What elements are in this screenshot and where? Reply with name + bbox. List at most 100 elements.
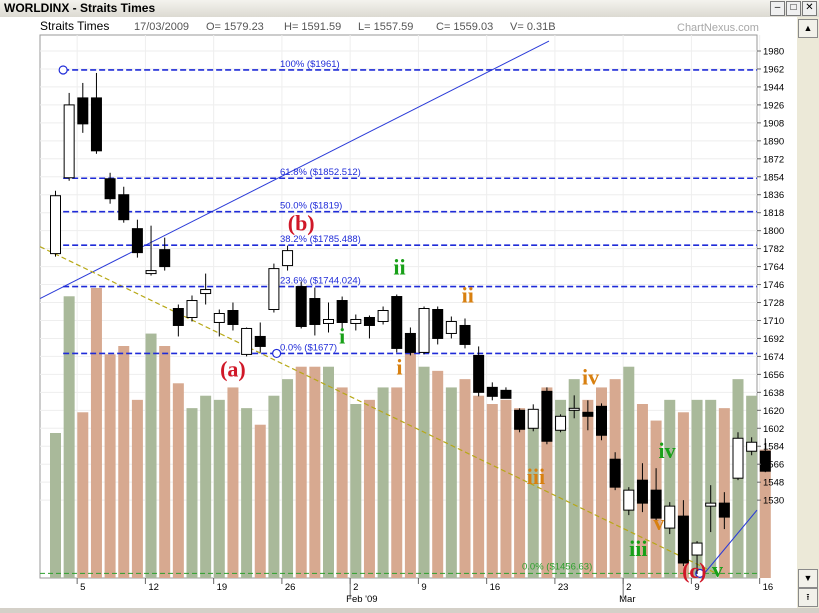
volume-bar bbox=[623, 366, 635, 578]
x-tick-label: 9 bbox=[421, 582, 426, 593]
volume-bar bbox=[227, 387, 239, 578]
volume-bar bbox=[50, 433, 61, 578]
x-tick-label: 26 bbox=[285, 582, 296, 593]
fib-level-label: 50.0% ($1819) bbox=[280, 201, 342, 212]
wave-label: i bbox=[339, 323, 345, 348]
x-tick-label: 9 bbox=[694, 582, 699, 593]
volume-bar bbox=[104, 354, 116, 578]
scroll-down-icon[interactable]: ▼ bbox=[798, 569, 818, 588]
x-tick-label: 16 bbox=[490, 582, 501, 593]
candle-body bbox=[691, 542, 703, 556]
vertical-scrollbar[interactable]: ▲ ▼ ⭱ bbox=[797, 17, 819, 608]
fib-level-label: 38.2% ($1785.488) bbox=[280, 234, 361, 245]
y-tick-label: 1854 bbox=[763, 172, 784, 183]
chart-area[interactable]: Straits Times 17/03/2009 O= 1579.23 H= 1… bbox=[0, 17, 797, 608]
scroll-top-icon[interactable]: ⭱ bbox=[798, 588, 818, 607]
candle-body bbox=[718, 502, 730, 518]
y-tick-label: 1656 bbox=[763, 370, 784, 381]
y-tick-label: 1836 bbox=[763, 190, 784, 201]
uptrend-line bbox=[39, 40, 550, 299]
volume-bar bbox=[377, 387, 389, 578]
volume-bar bbox=[555, 399, 567, 578]
volume-bar bbox=[514, 408, 526, 578]
candle-body bbox=[241, 327, 253, 355]
y-tick-label: 1962 bbox=[763, 64, 784, 75]
open-readout: O= 1579.23 bbox=[206, 21, 264, 33]
volume-bar bbox=[323, 366, 334, 578]
wave-label: iv bbox=[582, 364, 599, 389]
candle-body bbox=[759, 450, 771, 472]
date-readout: 17/03/2009 bbox=[134, 21, 189, 33]
candle-body bbox=[145, 270, 157, 275]
volume-bar bbox=[432, 370, 444, 578]
candle-body bbox=[323, 318, 334, 324]
candle-body bbox=[664, 505, 676, 529]
y-tick-label: 1548 bbox=[763, 478, 784, 489]
candle-body bbox=[213, 312, 225, 323]
minimize-button[interactable]: – bbox=[770, 1, 785, 16]
wave-label: ii bbox=[393, 255, 405, 280]
candle-body bbox=[336, 300, 348, 323]
volume-bar bbox=[200, 395, 212, 578]
candle-body bbox=[636, 479, 648, 504]
volume-bar bbox=[445, 387, 457, 578]
volume-bar bbox=[759, 449, 771, 578]
y-tick-label: 1926 bbox=[763, 100, 784, 111]
volume-bar bbox=[350, 404, 362, 578]
y-tick-label: 1566 bbox=[763, 460, 784, 471]
candlestick-chart[interactable]: Straits Times 17/03/2009 O= 1579.23 H= 1… bbox=[0, 17, 797, 608]
volume-bar bbox=[664, 399, 676, 578]
fib-anchor-icon bbox=[272, 348, 282, 359]
downtrend-line bbox=[39, 246, 718, 575]
candle-body bbox=[746, 441, 758, 452]
candle-body bbox=[514, 409, 526, 430]
x-tick-label: 5 bbox=[80, 582, 85, 593]
y-tick-label: 1782 bbox=[763, 244, 784, 255]
close-button[interactable]: ✕ bbox=[802, 1, 817, 16]
y-tick-label: 1530 bbox=[763, 496, 784, 507]
candle-body bbox=[705, 502, 717, 507]
volume-bar bbox=[63, 296, 75, 578]
candle-body bbox=[90, 97, 102, 152]
candle-body bbox=[131, 228, 143, 254]
volume-bar bbox=[473, 395, 485, 578]
fib-level-label: 100% ($1961) bbox=[280, 59, 340, 70]
wave-label: (a) bbox=[220, 356, 246, 381]
volume-bar bbox=[145, 333, 157, 578]
candle-body bbox=[159, 249, 171, 268]
y-tick-label: 1872 bbox=[763, 154, 784, 165]
volume-bar bbox=[159, 346, 171, 578]
volume-readout: V= 0.31B bbox=[510, 21, 556, 33]
y-tick-label: 1890 bbox=[763, 136, 784, 147]
candle-body bbox=[254, 335, 266, 347]
y-tick-label: 1728 bbox=[763, 298, 784, 309]
x-tick-label: 19 bbox=[217, 582, 228, 593]
volume-bar bbox=[268, 395, 280, 578]
candle-body bbox=[77, 97, 89, 125]
candle-body bbox=[623, 489, 635, 511]
maximize-button[interactable]: □ bbox=[786, 1, 801, 16]
fib-level-label: 61.8% ($1852.512) bbox=[280, 167, 361, 178]
candle-body bbox=[350, 318, 362, 324]
wave-label: iii bbox=[527, 464, 545, 489]
volume-bar bbox=[596, 387, 607, 578]
volume-bar bbox=[691, 399, 703, 578]
x-tick-label: 12 bbox=[148, 582, 159, 593]
candle-body bbox=[418, 308, 430, 353]
low-readout: L= 1557.59 bbox=[358, 21, 413, 33]
candle-body bbox=[118, 194, 130, 221]
volume-bar bbox=[404, 337, 416, 578]
wave-label: i bbox=[396, 354, 402, 379]
volume-bar bbox=[568, 379, 580, 578]
y-tick-label: 1692 bbox=[763, 334, 784, 345]
volume-bar bbox=[309, 366, 321, 578]
y-tick-label: 1710 bbox=[763, 316, 784, 327]
candle-body bbox=[404, 332, 416, 353]
candle-body bbox=[186, 300, 198, 318]
support-anchor-icon bbox=[695, 568, 705, 578]
y-tick-label: 1944 bbox=[763, 82, 784, 93]
scroll-up-icon[interactable]: ▲ bbox=[798, 19, 818, 38]
y-tick-label: 1800 bbox=[763, 226, 784, 237]
candle-body bbox=[309, 298, 321, 325]
volume-bar bbox=[213, 399, 225, 578]
